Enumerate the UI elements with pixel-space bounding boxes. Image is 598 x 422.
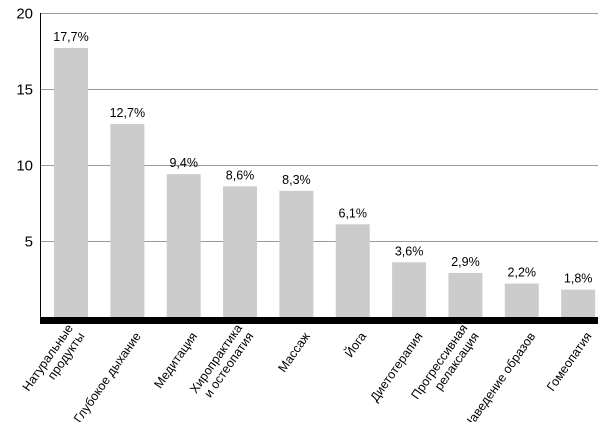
bar (392, 262, 427, 317)
data-label: 2,9% (451, 255, 480, 269)
data-labels: 17,7% 12,7% 9,4% 8,6% 8,3% 6,1% 3,6% 2,9% 2,2% 1,… (53, 30, 592, 286)
data-label: 9,4% (169, 156, 198, 170)
y-tick-label: 15 (16, 82, 33, 99)
y-tick-label: 5 (25, 234, 33, 251)
x-tick-label: Йога (341, 329, 369, 360)
data-label: 17,7% (53, 30, 88, 44)
bar (54, 47, 88, 318)
data-label: 8,6% (226, 168, 255, 182)
x-tick-label-line: Йога (341, 329, 369, 360)
x-tick-label-line: Гомеопатия (544, 330, 595, 394)
data-label: 12,7% (110, 106, 145, 120)
bar (223, 186, 258, 317)
data-label: 3,6% (395, 244, 424, 258)
data-label: 1,8% (564, 272, 593, 286)
bar (448, 272, 483, 317)
x-tick-label: Массаж (275, 329, 313, 375)
bar (110, 123, 145, 318)
x-tick-label: Хиропрактикаи остеопатия (187, 322, 256, 404)
bar (561, 289, 596, 317)
data-label: 2,2% (508, 266, 537, 280)
x-tick-label: Натуральныепродукты (20, 322, 88, 402)
y-tick-label: 20 (16, 6, 33, 23)
x-axis-baseline (40, 317, 598, 324)
x-tick-label: Гомеопатия (544, 330, 595, 394)
x-tick-label-line: Массаж (275, 329, 313, 375)
bar (504, 283, 539, 317)
y-tick-label: 10 (16, 158, 33, 175)
data-label: 6,1% (339, 206, 368, 220)
y-axis-tick-labels: 5 10 15 20 (16, 6, 33, 251)
bar (279, 190, 314, 317)
bar (335, 224, 370, 317)
data-label: 8,3% (282, 173, 311, 187)
bar (166, 174, 201, 317)
bars (54, 47, 596, 318)
